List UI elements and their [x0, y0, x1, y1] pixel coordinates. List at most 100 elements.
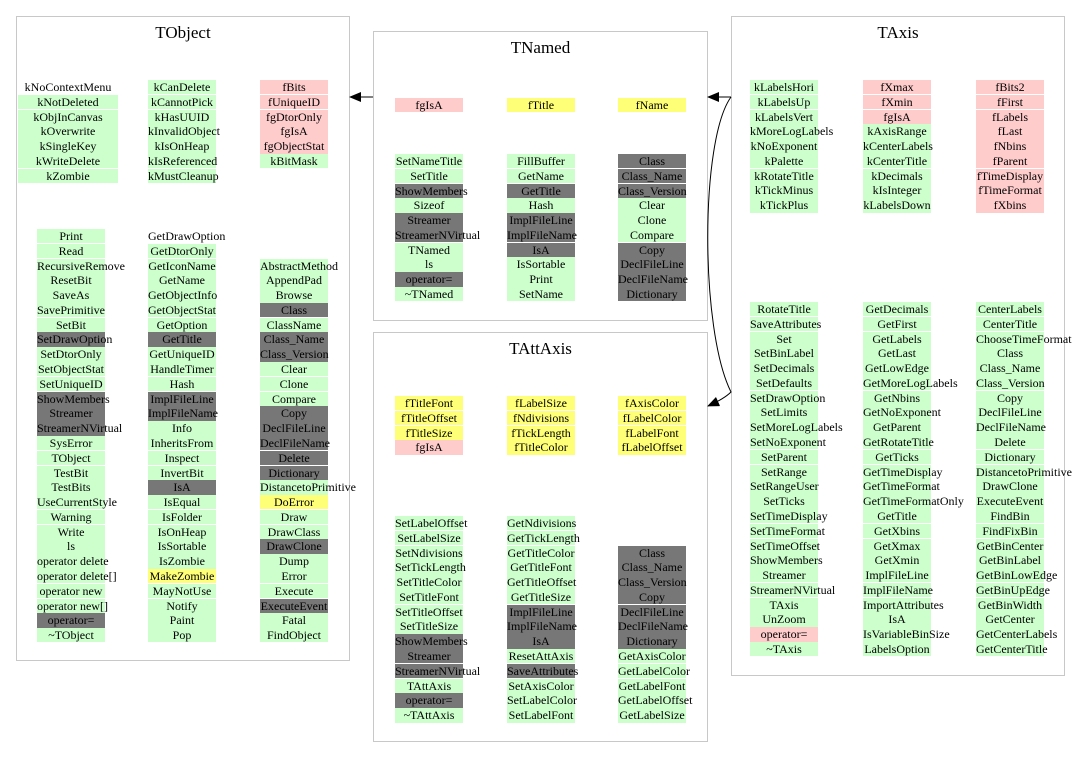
member-cell: ExecuteEvent: [976, 494, 1044, 509]
member-cell: FillBuffer: [507, 154, 575, 169]
member-cell: IsZombie: [148, 554, 216, 569]
member-cell: operator=: [750, 627, 818, 642]
member-cell: DoError: [260, 495, 328, 510]
member-cell: Copy: [618, 242, 686, 258]
class-title-tobject: TObject: [155, 23, 211, 42]
member-cell: IsA: [863, 612, 931, 627]
member-cell: SetLimits: [750, 405, 818, 420]
member-cell: DeclFileLine: [618, 257, 686, 272]
member-cell: InheritsFrom: [148, 435, 216, 451]
member-cell: GetObjectInfo: [148, 288, 218, 303]
tobject-group1-col0: Print Read RecursiveRemove ResetBit SaveAs Sa…: [37, 229, 125, 643]
taxis-group0-col1: fXmax fXmin fgIsA kAxisRange kCenterLabels kC…: [863, 80, 933, 213]
member-cell: GetBinWidth: [976, 597, 1044, 613]
member-cell: kCannotPick: [148, 94, 216, 110]
member-cell: Hash: [148, 376, 216, 392]
member-cell: fBits2: [976, 80, 1044, 95]
member-cell: fTitleSize: [395, 425, 463, 440]
member-cell: Streamer: [395, 213, 463, 228]
member-cell: [618, 516, 686, 530]
member-cell: CenterLabels: [976, 302, 1044, 317]
member-cell: fNbins: [976, 139, 1044, 154]
member-cell: ShowMembers: [395, 634, 468, 649]
taxis-group1-col1: GetDecimals GetFirst GetLabels GetLast GetLo…: [863, 302, 964, 657]
arrow-taxis-to-tattaxis: [707, 96, 732, 407]
member-cell: StreamerNVirtual: [37, 421, 123, 436]
member-cell: Copy: [260, 406, 328, 421]
member-cell: GetObjectStat: [148, 302, 216, 318]
member-cell: ImplFileName: [148, 406, 218, 421]
member-cell: SetObjectStat: [37, 362, 105, 377]
member-cell: kInvalidObject: [148, 124, 220, 139]
member-cell: Read: [37, 243, 105, 259]
member-cell: GetTimeFormatOnly: [863, 494, 964, 509]
member-cell: Streamer: [395, 649, 463, 664]
member-cell: GetLabelFont: [618, 678, 686, 693]
member-cell: fgIsA: [395, 440, 463, 455]
member-cell: LabelsOption: [863, 641, 931, 657]
member-cell: SetTitleColor: [395, 575, 463, 590]
member-cell: kMoreLogLabels: [750, 124, 834, 139]
member-cell: [618, 531, 686, 545]
class-title-tattaxis: TAttAxis: [509, 339, 572, 358]
member-cell: GetMoreLogLabels: [863, 375, 958, 391]
member-cell: SetLabelSize: [395, 530, 463, 546]
member-cell: TObject: [37, 450, 105, 466]
member-cell: operator delete[]: [37, 568, 117, 584]
member-cell: Dictionary: [976, 449, 1044, 465]
member-cell: GetNbins: [863, 390, 931, 406]
member-cell: Class_Name: [260, 332, 328, 347]
member-cell: AbstractMethod: [260, 258, 338, 273]
member-cell: SetTimeOffset: [750, 538, 821, 553]
member-cell: fXmax: [863, 80, 931, 95]
member-cell: IsEqual: [148, 495, 216, 510]
member-cell: Copy: [618, 589, 686, 605]
member-cell: ResetAttAxis: [507, 649, 575, 664]
member-cell: TestBits: [37, 480, 105, 495]
member-cell: Dictionary: [260, 465, 328, 480]
member-cell: ~TNamed: [395, 287, 463, 302]
member-cell: DistancetoPrimitive: [976, 464, 1072, 479]
member-cell: GetIconName: [148, 258, 216, 273]
member-cell: Paint: [148, 613, 216, 628]
member-cell: Delete: [976, 435, 1044, 450]
member-cell: Class_Name: [976, 361, 1044, 376]
member-cell: kDecimals: [863, 168, 931, 184]
member-cell: SetDrawOption: [37, 332, 113, 347]
member-cell: SetNdivisions: [395, 545, 463, 560]
member-cell: fgDtorOnly: [260, 109, 328, 124]
member-cell: ~TAttAxis: [395, 708, 463, 723]
member-cell: fLabels: [976, 109, 1044, 124]
member-cell: GetLabelSize: [618, 708, 686, 723]
member-cell: [260, 229, 328, 243]
member-cell: SetLabelFont: [507, 708, 575, 723]
member-cell: ShowMembers: [37, 391, 110, 406]
member-cell: kWriteDelete: [18, 153, 118, 169]
member-cell: SetTickLength: [395, 560, 466, 575]
member-cell: DeclFileName: [618, 619, 688, 634]
member-cell: Sizeof: [395, 198, 463, 213]
member-cell: ls: [37, 539, 105, 554]
member-cell: fParent: [976, 153, 1044, 169]
member-cell: kOverwrite: [18, 124, 118, 139]
member-cell: SetTitleOffset: [395, 604, 463, 620]
class-title-tnamed: TNamed: [510, 38, 571, 57]
member-cell: IsSortable: [148, 539, 216, 554]
member-cell: GetCenterTitle: [976, 641, 1048, 657]
taxis-group0-col0: kLabelsHori kLabelsUp kLabelsVert kMoreLogL…: [750, 80, 834, 213]
member-cell: DistancetoPrimitive: [260, 480, 356, 495]
member-cell: GetBinLabel: [976, 553, 1044, 568]
member-cell: DeclFileName: [260, 435, 330, 451]
member-cell: Set: [750, 331, 818, 346]
member-cell: fTitle: [507, 98, 575, 113]
tattaxis-group0-col0: fTitleFont fTitleOffset fTitleSize fgIsA: [395, 396, 463, 455]
member-cell: Class_Version: [618, 575, 687, 590]
member-cell: fName: [618, 98, 686, 113]
member-cell: fLabelFont: [618, 425, 686, 440]
member-cell: Clone: [618, 213, 686, 228]
member-cell: SetBit: [37, 317, 105, 333]
member-cell: StreamerNVirtual: [395, 663, 481, 679]
member-cell: SetNameTitle: [395, 154, 463, 169]
member-cell: SetTitleFont: [395, 589, 463, 605]
member-cell: GetBinUpEdge: [976, 582, 1050, 598]
